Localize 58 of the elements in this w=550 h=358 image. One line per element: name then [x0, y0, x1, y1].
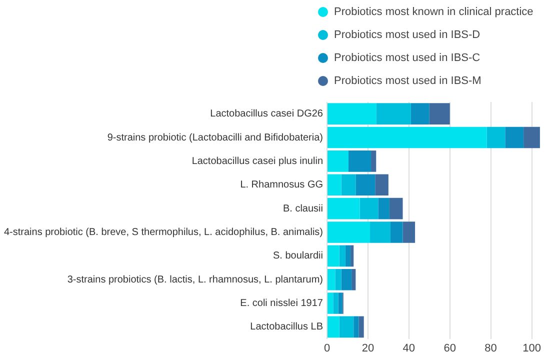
x-tick-label: 80: [484, 342, 497, 354]
bar: [345, 245, 351, 267]
y-tick-label: 9-strains probiotic (Lactobacilli and Bifidobateria): [107, 132, 323, 144]
bar: [358, 316, 364, 338]
bar: [333, 292, 338, 314]
bar: [328, 268, 336, 290]
x-tick-label: 20: [362, 342, 374, 354]
bar: [350, 245, 354, 267]
y-tick-label: E. coli nisslei 1917: [240, 298, 324, 310]
y-tick-label: Lactobacillus casei plus inulin: [192, 156, 323, 167]
bar: [328, 126, 487, 148]
y-tick-label: Lactobacillus casei DG26: [210, 108, 324, 120]
x-tick-label: 40: [402, 342, 416, 354]
x-tick-label: 60: [444, 342, 456, 354]
legend-label: Probiotics most known in clinical practice: [334, 6, 534, 18]
bar: [524, 126, 540, 148]
bar: [370, 222, 390, 243]
y-tick-label: B. clausii: [282, 203, 323, 214]
bar: [328, 174, 342, 196]
bar: [390, 222, 403, 243]
legend-label: Probiotics most used in IBS-D: [334, 28, 480, 40]
bar: [360, 198, 378, 220]
bar: [328, 292, 334, 314]
bar: [410, 103, 430, 124]
bar: [389, 198, 403, 220]
bar: [328, 222, 370, 243]
bar: [328, 103, 376, 124]
bar: [328, 150, 348, 172]
bar: [356, 174, 376, 196]
legend-label: Probiotics most used in IBS-C: [334, 52, 480, 64]
legend-label: Probiotics most used in IBS-M: [334, 74, 482, 86]
bar: [348, 150, 372, 172]
bar: [341, 174, 356, 196]
y-tick-label: S. boulardii: [272, 250, 323, 262]
bar: [371, 150, 376, 172]
x-tick-label: 100: [522, 342, 541, 354]
bar: [335, 268, 342, 290]
bar: [486, 126, 506, 148]
bar: [505, 126, 524, 148]
bar: [376, 103, 411, 124]
y-tick-label: Lactobacillus LB: [250, 322, 324, 333]
bar: [328, 316, 340, 338]
bar: [338, 292, 342, 314]
bar: [378, 198, 390, 220]
bar: [339, 245, 346, 267]
y-tick-label: 4-strains probiotic (B. breve, S thermophilus, L. acidophilus, B. animalis): [4, 226, 323, 238]
y-tick-label: L. Rhamnosus GG: [240, 180, 324, 191]
bar: [341, 268, 352, 290]
bar: [402, 222, 416, 243]
bar: [328, 245, 340, 267]
bar: [352, 268, 356, 290]
bar: [354, 316, 359, 338]
bar: [328, 198, 360, 220]
bar: [375, 174, 388, 196]
bar: [429, 103, 450, 124]
y-tick-label: 3-strains probiotics (B. lactis, L. rhamnosus, L. plantarum): [67, 274, 323, 286]
x-tick-label: 0: [324, 342, 330, 354]
bar: [339, 316, 354, 338]
